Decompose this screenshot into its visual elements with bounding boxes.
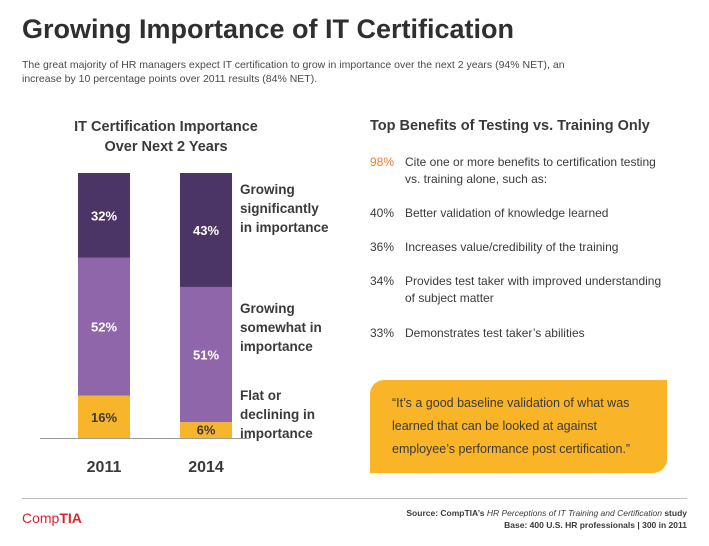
benefit-item: 34% Provides test taker with improved un… [370, 273, 665, 307]
series-label-line: significantly [240, 201, 319, 216]
series-label-line: Flat or [240, 388, 282, 403]
data-label: 32% [91, 208, 117, 223]
benefit-text: Increases value/credibility of the train… [405, 240, 619, 254]
data-label: 43% [193, 223, 219, 238]
x-tick-label: 2014 [188, 459, 224, 476]
benefit-text: Cite one or more benefits to certificati… [405, 155, 656, 186]
quote-box: “It’s a good baseline validation of what… [370, 380, 667, 473]
chart-title-line1: IT Certification Importance [74, 119, 258, 135]
benefit-item: 40% Better validation of knowledge learn… [370, 205, 665, 222]
bar-segment [78, 173, 130, 258]
page-title: Growing Importance of IT Certification [22, 14, 515, 44]
benefit-item: 36% Increases value/credibility of the t… [370, 239, 665, 256]
bar-segment [180, 422, 232, 438]
bar-segment [180, 286, 232, 423]
benefit-percent: 98% [370, 155, 395, 169]
series-label-line: Growing [240, 301, 295, 316]
source-line1: Source: CompTIA’s HR Perceptions of IT T… [406, 508, 687, 518]
benefit-percent: 36% [370, 240, 395, 254]
data-label: 52% [91, 320, 117, 335]
data-label: 51% [193, 348, 219, 363]
comptia-logo: CompTIA [22, 510, 82, 526]
chart-title-line2: Over Next 2 Years [104, 139, 228, 155]
benefit-percent: 34% [370, 274, 395, 288]
benefits-title: Top Benefits of Testing vs. Training Onl… [370, 118, 650, 134]
benefit-percent: 40% [370, 206, 395, 220]
chart-title: IT Certification Importance Over Next 2 … [50, 117, 282, 157]
series-label-line: somewhat in [240, 320, 322, 335]
series-label-line: importance [240, 339, 313, 354]
benefit-text: Provides test taker with improved unders… [405, 274, 662, 305]
series-label-line: declining in [240, 407, 316, 422]
data-label: 16% [91, 410, 117, 425]
series-label-line: importance [240, 426, 313, 441]
source-line2: Base: 400 U.S. HR professionals | 300 in… [504, 520, 687, 530]
source-note: Source: CompTIA’s HR Perceptions of IT T… [406, 507, 687, 531]
x-tick-label: 2011 [87, 459, 122, 476]
series-label-growing-somewhat: Growing somewhat in importance [240, 299, 350, 356]
series-label-line: in importance [240, 220, 329, 235]
page-subtitle: The great majority of HR managers expect… [22, 59, 565, 85]
benefit-item: 98% Cite one or more benefits to certifi… [370, 154, 665, 188]
series-label-growing-significantly: Growing significantly in importance [240, 180, 350, 237]
footer-divider [22, 498, 687, 499]
data-label: 6% [197, 423, 216, 438]
quote-text: “It’s a good baseline validation of what… [392, 396, 631, 456]
benefit-text: Demonstrates test taker’s abilities [405, 326, 585, 340]
benefit-percent: 33% [370, 326, 395, 340]
bar-segment [78, 257, 130, 396]
bar-segment [180, 173, 232, 287]
bar-segment [78, 395, 130, 438]
series-label-line: Growing [240, 182, 295, 197]
benefit-item: 33% Demonstrates test taker’s abilities [370, 325, 665, 342]
benefit-text: Better validation of knowledge learned [405, 206, 609, 220]
series-label-flat-declining: Flat or declining in importance [240, 386, 350, 443]
